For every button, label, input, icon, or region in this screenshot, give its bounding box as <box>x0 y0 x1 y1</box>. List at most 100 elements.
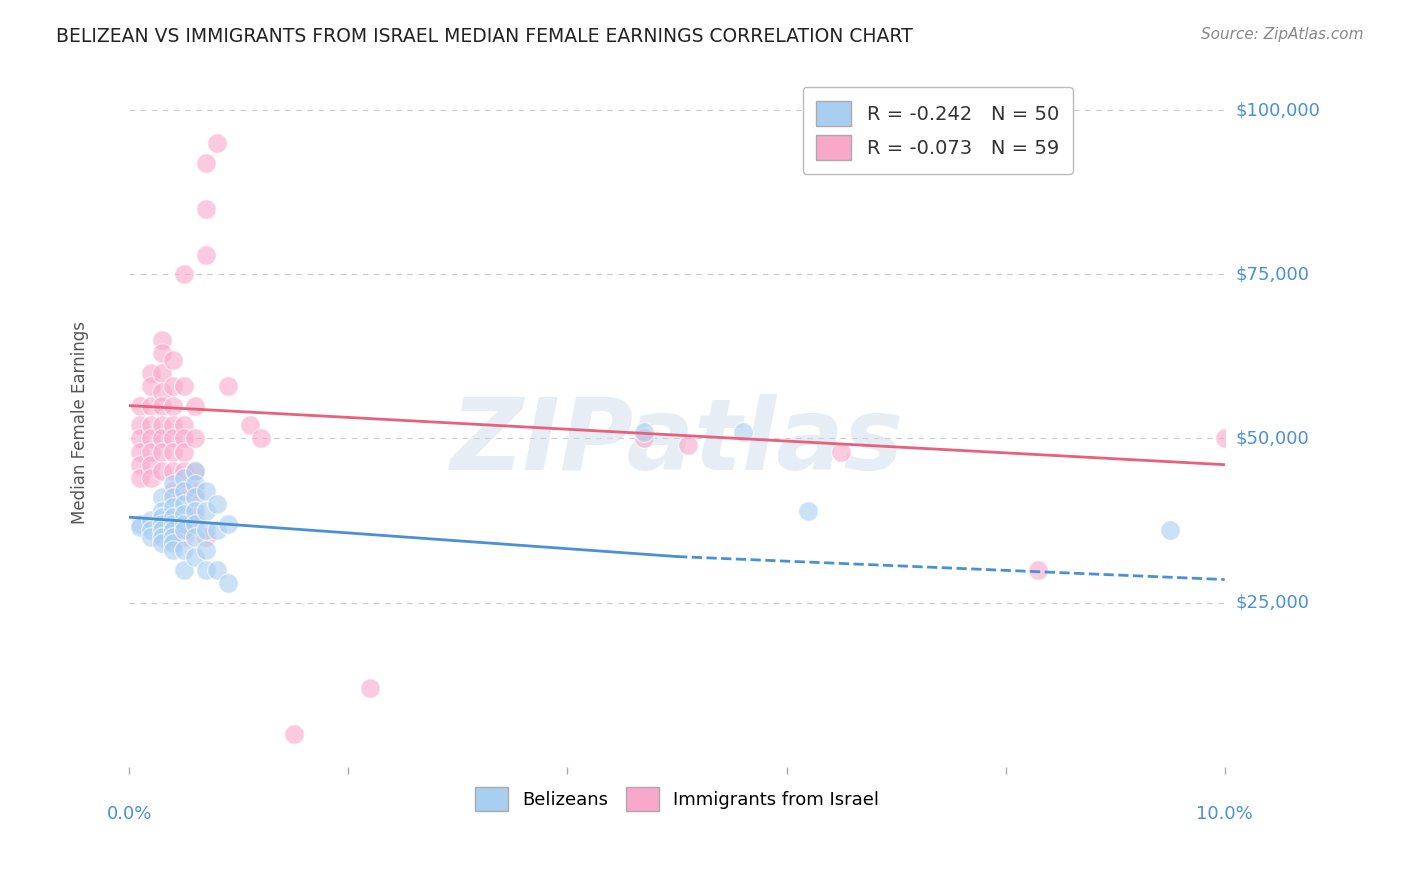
Point <box>173 524 195 538</box>
Point <box>1028 563 1050 577</box>
Point <box>141 513 163 527</box>
Point <box>162 432 184 446</box>
Point <box>141 432 163 446</box>
Point <box>150 366 173 380</box>
Text: $75,000: $75,000 <box>1236 265 1310 284</box>
Point <box>150 524 173 538</box>
Point <box>150 385 173 400</box>
Point <box>150 346 173 360</box>
Point <box>162 491 184 505</box>
Point <box>162 543 184 558</box>
Point <box>141 530 163 544</box>
Point <box>150 510 173 524</box>
Point <box>173 268 195 282</box>
Point <box>184 510 207 524</box>
Point <box>249 432 271 446</box>
Point <box>194 563 217 577</box>
Text: Median Female Earnings: Median Female Earnings <box>70 320 89 524</box>
Point <box>162 379 184 393</box>
Point <box>162 483 184 498</box>
Point <box>184 503 207 517</box>
Point <box>184 516 207 531</box>
Point <box>162 536 184 550</box>
Point <box>830 444 852 458</box>
Point <box>173 418 195 433</box>
Point <box>184 549 207 564</box>
Point <box>141 444 163 458</box>
Point <box>194 503 217 517</box>
Text: BELIZEAN VS IMMIGRANTS FROM ISRAEL MEDIAN FEMALE EARNINGS CORRELATION CHART: BELIZEAN VS IMMIGRANTS FROM ISRAEL MEDIA… <box>56 27 912 45</box>
Point <box>141 471 163 485</box>
Point <box>173 483 195 498</box>
Point <box>129 432 152 446</box>
Point <box>633 432 655 446</box>
Point <box>129 444 152 458</box>
Point <box>162 510 184 524</box>
Point <box>184 399 207 413</box>
Point <box>162 464 184 478</box>
Point <box>184 477 207 491</box>
Point <box>150 491 173 505</box>
Text: $100,000: $100,000 <box>1236 102 1320 120</box>
Point <box>141 418 163 433</box>
Point <box>1213 432 1236 446</box>
Point <box>184 464 207 478</box>
Point <box>141 458 163 472</box>
Point <box>184 530 207 544</box>
Point <box>162 477 184 491</box>
Point <box>141 399 163 413</box>
Text: 0.0%: 0.0% <box>107 805 152 823</box>
Point <box>184 491 207 505</box>
Point <box>184 483 207 498</box>
Point <box>283 727 305 741</box>
Point <box>162 500 184 515</box>
Point <box>797 503 820 517</box>
Point <box>217 516 239 531</box>
Point <box>150 444 173 458</box>
Point <box>194 155 217 169</box>
Point <box>194 247 217 261</box>
Point <box>173 444 195 458</box>
Point <box>141 524 163 538</box>
Point <box>150 516 173 531</box>
Point <box>173 497 195 511</box>
Point <box>173 464 195 478</box>
Text: Source: ZipAtlas.com: Source: ZipAtlas.com <box>1201 27 1364 42</box>
Point <box>217 575 239 590</box>
Point <box>173 516 195 531</box>
Point <box>676 438 699 452</box>
Point <box>1159 524 1181 538</box>
Point <box>162 418 184 433</box>
Point <box>173 483 195 498</box>
Point <box>359 681 381 695</box>
Text: 10.0%: 10.0% <box>1197 805 1253 823</box>
Point <box>150 418 173 433</box>
Text: $50,000: $50,000 <box>1236 429 1309 448</box>
Text: ZIPatlas: ZIPatlas <box>450 394 904 491</box>
Point <box>173 507 195 521</box>
Point <box>129 418 152 433</box>
Point <box>205 524 228 538</box>
Legend: Belizeans, Immigrants from Israel: Belizeans, Immigrants from Israel <box>465 779 889 820</box>
Point <box>194 524 217 538</box>
Point <box>173 471 195 485</box>
Point <box>129 516 152 531</box>
Point <box>162 530 184 544</box>
Point <box>150 503 173 517</box>
Point <box>239 418 262 433</box>
Point <box>173 563 195 577</box>
Point <box>129 458 152 472</box>
Point <box>194 543 217 558</box>
Point <box>162 524 184 538</box>
Point <box>194 202 217 216</box>
Point <box>150 536 173 550</box>
Point <box>162 444 184 458</box>
Point <box>141 379 163 393</box>
Point <box>141 366 163 380</box>
Point <box>173 379 195 393</box>
Text: $25,000: $25,000 <box>1236 593 1310 612</box>
Point <box>173 543 195 558</box>
Point <box>173 530 195 544</box>
Point <box>205 497 228 511</box>
Point <box>633 425 655 439</box>
